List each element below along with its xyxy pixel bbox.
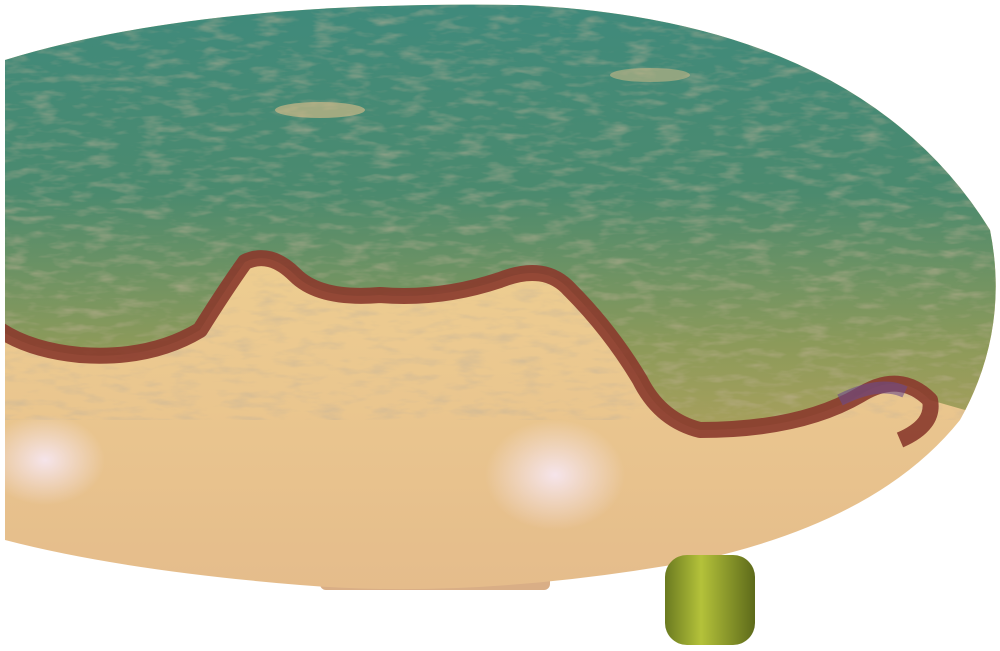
stand (665, 555, 755, 645)
vessel (610, 68, 690, 82)
vessel (275, 102, 365, 118)
glare (5, 415, 105, 505)
glare (485, 420, 625, 530)
purple-stain (837, 381, 908, 406)
